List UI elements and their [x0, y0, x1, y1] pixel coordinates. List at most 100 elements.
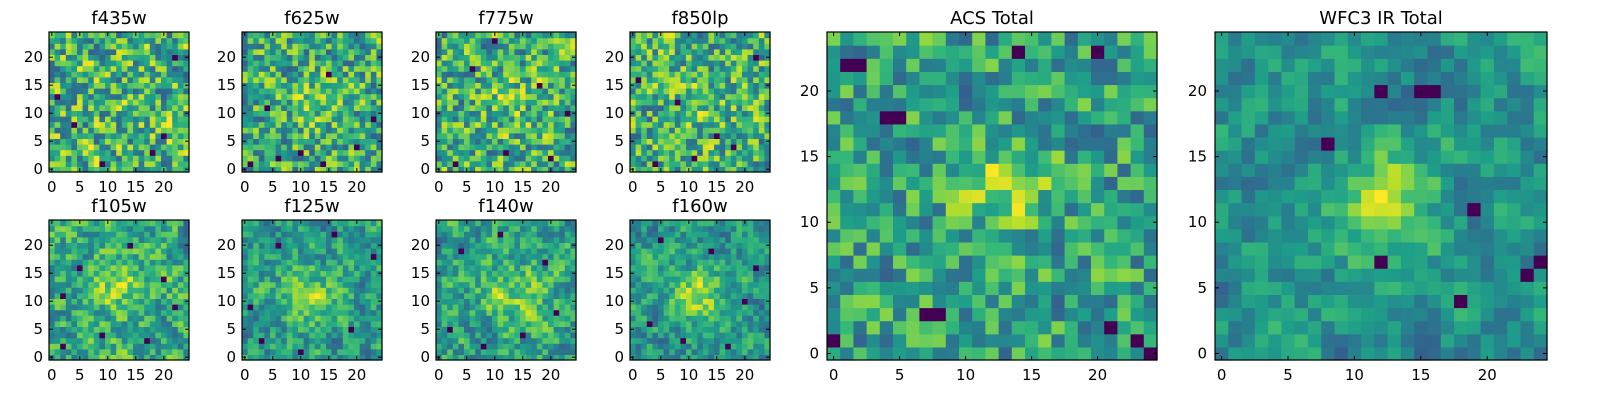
- heatmap-cell: [286, 253, 293, 260]
- heatmap-cell: [326, 160, 333, 167]
- heatmap-cell: [264, 231, 271, 238]
- y-tick-label: 5: [33, 320, 43, 338]
- x-tick-label: 20: [735, 178, 754, 196]
- heatmap-cell: [365, 144, 372, 151]
- heatmap-cell: [348, 309, 355, 316]
- heatmap-cell: [719, 149, 726, 156]
- heatmap-cell: [138, 37, 145, 44]
- heatmap-cell: [708, 315, 715, 322]
- heatmap-cell: [331, 144, 338, 151]
- heatmap-cell: [359, 155, 366, 162]
- heatmap-cell: [508, 65, 515, 72]
- heatmap-cell: [99, 82, 106, 89]
- heatmap-cell: [646, 37, 653, 44]
- heatmap-cell: [475, 236, 482, 243]
- heatmap-cell: [452, 93, 459, 100]
- heatmap-cell: [365, 37, 372, 44]
- heatmap-cell: [719, 348, 726, 355]
- heatmap-cell: [497, 116, 504, 123]
- heatmap-cell: [77, 99, 84, 106]
- heatmap-cell: [475, 160, 482, 167]
- heatmap-cell: [531, 43, 538, 50]
- heatmap-cell: [121, 144, 128, 151]
- heatmap-cell: [652, 298, 659, 305]
- heatmap-cell: [492, 76, 499, 83]
- heatmap-cell: [264, 149, 271, 156]
- heatmap-cell: [542, 276, 549, 283]
- heatmap-cell: [559, 253, 566, 260]
- heatmap-cell: [658, 60, 665, 67]
- heatmap-cell: [663, 71, 670, 78]
- heatmap-cell: [99, 292, 106, 299]
- heatmap-cell: [264, 242, 271, 249]
- heatmap-cell: [331, 253, 338, 260]
- heatmap-cell: [719, 138, 726, 145]
- heatmap-cell: [464, 99, 471, 106]
- heatmap-cell: [149, 220, 156, 227]
- heatmap-cell: [719, 144, 726, 151]
- heatmap-cell: [747, 144, 754, 151]
- heatmap-cell: [469, 270, 476, 277]
- heatmap-cell: [525, 281, 532, 288]
- heatmap-cell: [60, 343, 67, 350]
- heatmap-cell: [514, 43, 521, 50]
- heatmap-cell: [492, 343, 499, 350]
- heatmap-cell: [658, 104, 665, 111]
- heatmap-cell: [281, 76, 288, 83]
- heatmap-cell: [458, 82, 465, 89]
- heatmap-cell: [177, 276, 184, 283]
- heatmap-cell: [161, 276, 168, 283]
- heatmap-cell: [121, 220, 128, 227]
- heatmap-cell: [105, 236, 112, 243]
- heatmap-cell: [674, 304, 681, 311]
- heatmap-cell: [663, 43, 670, 50]
- heatmap-cell: [708, 298, 715, 305]
- heatmap-cell: [275, 71, 282, 78]
- heatmap-cell: [691, 315, 698, 322]
- heatmap-cell: [514, 253, 521, 260]
- heatmap-cell: [708, 132, 715, 139]
- heatmap-cell: [464, 93, 471, 100]
- heatmap-cell: [458, 298, 465, 305]
- heatmap-cell: [441, 320, 448, 327]
- heatmap-cell: [480, 276, 487, 283]
- heatmap-cell: [242, 48, 249, 55]
- heatmap-cell: [65, 332, 72, 339]
- heatmap-cell: [531, 54, 538, 61]
- heatmap-cell: [548, 225, 555, 232]
- heatmap-cell: [458, 348, 465, 355]
- heatmap-cell: [635, 149, 642, 156]
- heatmap-cell: [99, 99, 106, 106]
- heatmap-cell: [708, 127, 715, 134]
- heatmap-cell: [753, 155, 760, 162]
- heatmap-cell: [376, 43, 383, 50]
- heatmap-cell: [127, 43, 134, 50]
- heatmap-cell: [480, 48, 487, 55]
- heatmap-cell: [469, 236, 476, 243]
- heatmap-cell: [77, 110, 84, 117]
- heatmap-cell: [247, 82, 254, 89]
- heatmap-cell: [116, 270, 123, 277]
- heatmap-cell: [54, 270, 61, 277]
- heatmap-cell: [553, 104, 560, 111]
- heatmap-cell: [331, 60, 338, 67]
- heatmap-cell: [77, 88, 84, 95]
- heatmap-cell: [548, 82, 555, 89]
- heatmap-cell: [337, 287, 344, 294]
- heatmap-cell: [275, 259, 282, 266]
- heatmap-cell: [138, 127, 145, 134]
- heatmap-cell: [281, 343, 288, 350]
- heatmap-cell: [520, 82, 527, 89]
- heatmap-cell: [320, 88, 327, 95]
- heatmap-cell: [475, 354, 482, 361]
- heatmap-cell: [548, 298, 555, 305]
- heatmap-cell: [553, 348, 560, 355]
- heatmap-cell: [155, 32, 162, 39]
- heatmap-cell: [663, 121, 670, 128]
- heatmap-cell: [258, 76, 265, 83]
- heatmap-cell: [652, 54, 659, 61]
- heatmap-cell: [314, 298, 321, 305]
- heatmap-cell: [253, 60, 260, 67]
- heatmap-cell: [753, 281, 760, 288]
